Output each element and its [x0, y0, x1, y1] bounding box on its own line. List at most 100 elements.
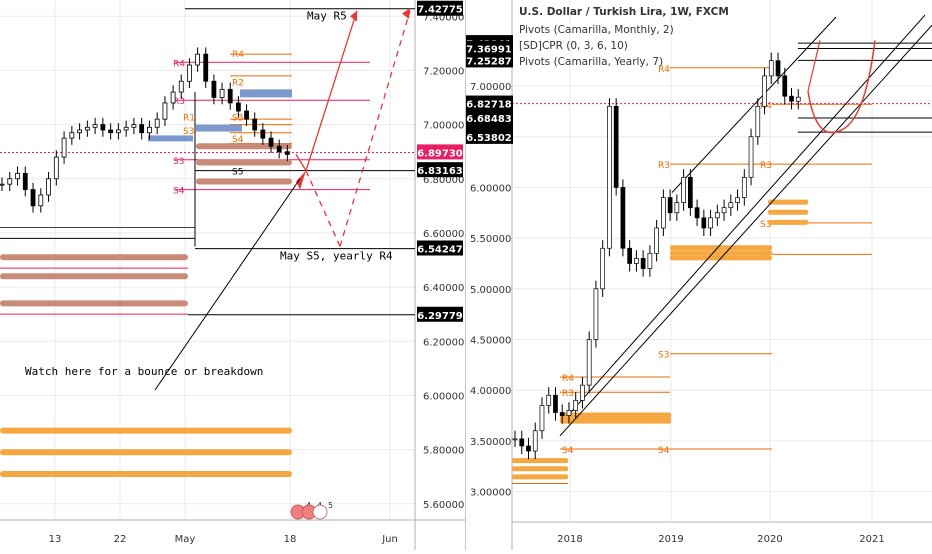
trend-line [671, 16, 837, 193]
candle-body [100, 124, 106, 131]
candle-body [512, 438, 518, 441]
pivot-label: R3 [760, 161, 772, 171]
candle-body [46, 178, 51, 196]
candle-body [195, 53, 200, 66]
cpr-band-blue [196, 124, 242, 132]
candle-body [762, 75, 767, 107]
projection-line-dashed [339, 10, 411, 247]
candle-body [211, 80, 217, 98]
candle-body [620, 187, 626, 249]
pivot-label: R3 [658, 161, 670, 171]
candle-body [154, 118, 160, 128]
candle-body [84, 126, 90, 131]
candle-body [553, 394, 558, 413]
x-tick-label: 2019 [658, 534, 683, 545]
cpr-band-orange [512, 474, 568, 480]
y-tick-label: 4.50000 [470, 336, 511, 347]
candle-body [694, 207, 700, 219]
candle-body [559, 412, 565, 416]
price-tag [417, 240, 463, 256]
candle-body [276, 145, 282, 153]
pivot-label: S3 [658, 351, 669, 361]
candle-body [0, 183, 5, 186]
projection-arrowhead [402, 8, 410, 19]
pivot-label: R4 [658, 65, 670, 75]
price-tag-label: 6.29779 [417, 311, 463, 322]
trend-line [567, 14, 926, 416]
candle-body [30, 189, 36, 207]
candle-body [22, 172, 28, 190]
candle-body [714, 212, 720, 219]
x-tick-label: 13 [49, 534, 62, 545]
price-tag-label: 6.89730 [417, 148, 463, 159]
projection-line [305, 10, 358, 171]
y-tick-label: 5.60000 [423, 500, 464, 511]
x-tick-label: 2020 [757, 534, 782, 545]
cpr-band-orange [560, 418, 671, 424]
y-tick-label: 3.50000 [470, 437, 511, 448]
pivot-label: R4 [232, 50, 244, 60]
x-tick-label: Jun [381, 534, 398, 545]
y-tick-label: 5.50000 [470, 234, 511, 245]
y-tick-label: 7.40000 [423, 12, 464, 23]
event-badge-count: 5 [328, 501, 333, 510]
pane-divider[interactable] [465, 0, 466, 550]
candle-body [268, 137, 274, 147]
cpr-band-brown [0, 254, 188, 261]
candle-body [539, 405, 545, 432]
cpr-band-orange [560, 412, 671, 418]
cpr-band-orange [512, 458, 568, 464]
y-tick-label: 6.40000 [423, 283, 464, 294]
candle-body [640, 258, 646, 269]
candle-body [748, 136, 754, 178]
y-tick-label: 6.00000 [423, 391, 464, 402]
candle-body [77, 129, 82, 134]
candle-body [15, 172, 20, 180]
projection-arrowhead [296, 170, 306, 190]
x-tick-label: May [175, 534, 196, 545]
price-tag-label: 7.42775 [417, 5, 463, 16]
price-tag-label: 7.25287 [466, 56, 512, 67]
pivot-label: R1 [183, 113, 195, 123]
legend-camarilla-monthly[interactable]: Pivots (Camarilla, Monthly, 2) [519, 24, 674, 36]
pivot-label: S3 [760, 220, 771, 230]
price-tag [465, 40, 513, 56]
candle-body [593, 288, 599, 340]
candle-body [566, 410, 572, 416]
price-tag [465, 128, 513, 144]
cpr-band-orange [0, 427, 292, 434]
candle-body [7, 178, 13, 185]
annotation-watch: Watch here for a bounce or breakdown [25, 365, 263, 378]
cpr-band-orange [768, 209, 808, 215]
cpr-band-blue [148, 135, 193, 142]
y-tick-label: 6.60000 [423, 229, 464, 240]
candle-body [647, 252, 653, 269]
candle-body [123, 126, 129, 131]
projection-line-dashed [305, 170, 341, 247]
candle-body [131, 124, 137, 128]
price-tag [417, 144, 463, 160]
candle-body [139, 124, 145, 134]
annotation-pointer [154, 178, 301, 391]
cpr-band-brown [0, 300, 188, 307]
candle-body [674, 202, 680, 214]
legend-camarilla-yearly[interactable]: Pivots (Camarilla, Yearly, 7) [519, 56, 664, 68]
candle-body [661, 197, 666, 229]
pivot-label: R3 [562, 389, 574, 399]
event-badge-icon [312, 504, 328, 520]
candle-body [613, 105, 619, 188]
candle-body [775, 60, 781, 77]
y-tick-label: 7.20000 [423, 66, 464, 77]
y-tick-label: 6.00000 [470, 183, 511, 194]
cpr-band-blue [240, 89, 292, 98]
x-tick-label: 22 [114, 534, 127, 545]
candle-body [69, 132, 75, 139]
pivot-label: S3 [232, 113, 243, 123]
legend-cpr[interactable]: [SD]CPR (0, 3, 6, 10) [519, 40, 628, 52]
x-tick-label: 2021 [859, 534, 884, 545]
candle-body [600, 247, 606, 290]
candle-body [634, 258, 639, 264]
candle-body [755, 105, 761, 138]
x-tick-label: 18 [284, 534, 297, 545]
